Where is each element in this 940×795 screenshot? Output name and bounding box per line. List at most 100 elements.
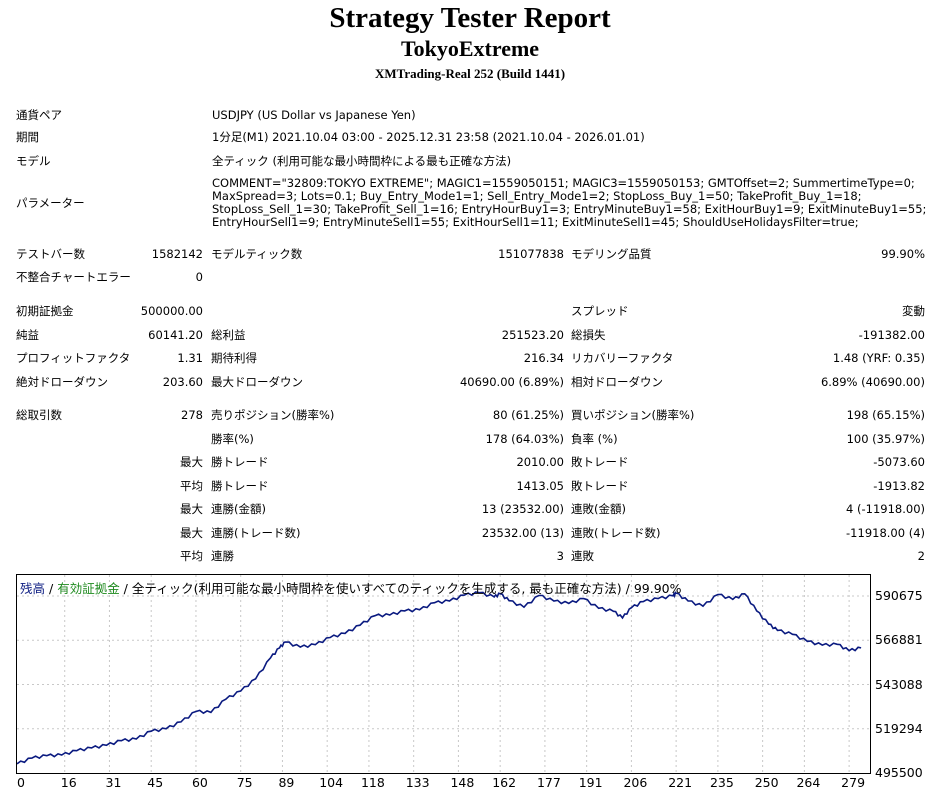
average-consecutive-wins-value: 3 [556,549,564,563]
recovery-factor-label: リカバリーファクタ [571,351,674,365]
long-positions-value: 198 (65.15%) [846,408,925,422]
x-tick-label: 60 [191,775,208,790]
x-tick-label: 133 [405,775,430,790]
average-consecutive-wins-label: 連勝 [211,549,234,563]
x-tick-label: 148 [450,775,475,790]
model-value: 全ティック (利用可能な最小時間枠による最も正確な方法) [212,154,512,168]
recovery-factor-value: 1.48 (YRF: 0.35) [832,351,925,365]
profit-factor-label: プロフィットファクタ [16,351,131,365]
spread-value: 変動 [902,304,925,318]
x-tick-label: 75 [236,775,253,790]
parameters-value: COMMENT="32809:TOKYO EXTREME"; MAGIC1=15… [212,177,927,229]
server-build: XMTrading-Real 252 (Build 1441) [374,66,566,81]
maximal-drawdown-value: 40690.00 (6.89%) [459,375,564,389]
max-prefix: 最大 [180,526,203,540]
largest-loss-value: -5073.60 [873,455,925,469]
spread-label: スプレッド [571,304,629,318]
quality-value: 99.90% [881,247,925,261]
long-positions-label: 買いポジション(勝率%) [571,408,695,422]
average-consecutive-losses-value: 2 [917,549,925,563]
x-tick-label: 191 [578,775,603,790]
total-trades-label: 総取引数 [16,408,62,422]
bars-value: 1582142 [151,247,203,261]
consecutive-wins-money-value: 13 (23532.00) [481,502,564,516]
max-prefix: 最大 [180,502,203,516]
quality-label: モデリング品質 [571,247,652,261]
largest-win-label: 勝トレード [211,455,269,469]
period-value: 1分足(M1) 2021.10.04 03:00 - 2025.12.31 23… [212,130,645,144]
consecutive-losses-trades-value: -11918.00 (4) [846,526,925,540]
consecutive-wins-trades-label: 連勝(トレード数) [211,526,301,540]
expert-name: TokyoExtreme [400,36,540,61]
largest-loss-label: 敗トレード [571,455,629,469]
largest-prefix: 最大 [180,455,203,469]
symbol-value: USDJPY (US Dollar vs Japanese Yen) [212,108,416,122]
x-tick-label: 279 [841,775,866,790]
x-tick-label: 235 [709,775,734,790]
x-tick-label: 264 [796,775,821,790]
absolute-drawdown-label: 絶対ドローダウン [16,375,108,389]
expected-payoff-value: 216.34 [523,351,564,365]
average-loss-label: 敗トレード [571,479,629,493]
short-positions-label: 売りポジション(勝率%) [211,408,335,422]
net-profit-value: 60141.20 [148,328,203,342]
average-consecutive-losses-label: 連敗 [571,549,594,563]
loss-rate-label: 負率 (%) [571,432,618,446]
largest-win-value: 2010.00 [516,455,564,469]
bars-label: テストバー数 [16,247,85,261]
average-prefix: 平均 [180,479,203,493]
consecutive-losses-money-value: 4 (-11918.00) [846,502,925,516]
y-tick-label: 495500 [875,765,923,780]
x-tick-label: 45 [147,775,164,790]
total-trades-value: 278 [181,408,203,422]
consecutive-wins-money-label: 連勝(金額) [211,502,266,516]
consecutive-losses-trades-label: 連敗(トレード数) [571,526,661,540]
gross-loss-label: 総損失 [571,328,606,342]
parameters-label: パラメーター [16,196,85,210]
legend-separator: / [45,581,58,596]
x-tick-label: 31 [105,775,122,790]
x-tick-label: 206 [623,775,648,790]
ticks-value: 151077838 [498,247,564,261]
x-tick-label: 16 [60,775,77,790]
x-tick-label: 250 [754,775,779,790]
model-label: モデル [16,154,51,168]
x-tick-label: 0 [17,775,25,790]
parameters-line: MaxSpread=3; Lots=0.1; Buy_Entry_Mode1=1… [212,189,862,203]
x-tick-label: 177 [536,775,561,790]
y-tick-label: 566881 [875,632,923,648]
expected-payoff-label: 期待利得 [211,351,257,365]
win-rate-label: 勝率(%) [211,432,254,446]
legend-equity: 有効証拠金 [57,581,120,596]
y-tick-label: 590675 [875,588,923,604]
mismatch-value: 0 [195,270,203,284]
y-tick-label: 543088 [875,676,923,692]
x-tick-label: 221 [668,775,693,790]
maximal-drawdown-label: 最大ドローダウン [211,375,303,389]
report-title: Strategy Tester Report [329,2,611,34]
gross-loss-value: -191382.00 [858,328,925,342]
loss-rate-value: 100 (35.97%) [846,432,925,446]
consecutive-wins-trades-value: 23532.00 (13) [481,526,564,540]
symbol-label: 通貨ペア [16,108,62,122]
average-win-label: 勝トレード [211,479,269,493]
parameters-line: EntryHourSell1=9; EntryMinuteSell1=55; E… [212,215,859,229]
average-loss-value: -1913.82 [873,479,925,493]
short-positions-value: 80 (61.25%) [492,408,564,422]
profit-factor-value: 1.31 [177,351,203,365]
average-win-value: 1413.05 [516,479,564,493]
period-label: 期間 [16,130,39,144]
relative-drawdown-label: 相対ドローダウン [571,375,663,389]
deposit-label: 初期証拠金 [16,304,74,318]
deposit-value: 500000.00 [140,304,203,318]
win-rate-value: 178 (64.03%) [485,432,564,446]
parameters-line: StopLoss_Sell_1=30; TakeProfit_Sell_1=16… [212,202,927,216]
balance-line [17,591,862,765]
balance-chart [16,574,871,774]
legend-description: / 全ティック(利用可能な最小時間枠を使いすべてのティックを生成する, 最も正確… [119,581,682,596]
relative-drawdown-value: 6.89% (40690.00) [820,375,925,389]
mismatch-label: 不整合チャートエラー [16,270,131,284]
average-prefix: 平均 [180,549,203,563]
consecutive-losses-money-label: 連敗(金額) [571,502,626,516]
absolute-drawdown-value: 203.60 [162,375,203,389]
